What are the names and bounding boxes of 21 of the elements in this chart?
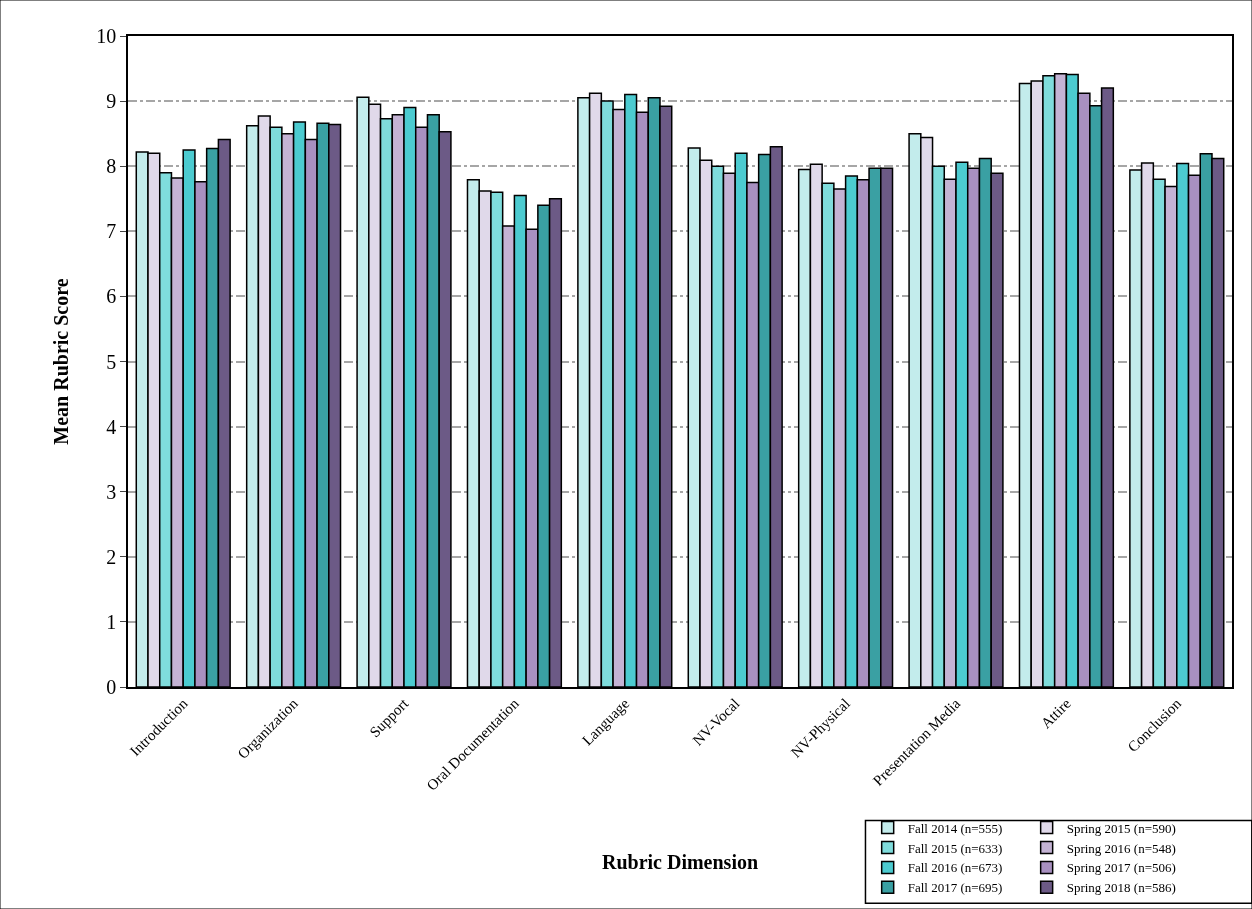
legend-label: Fall 2015 (n=633) <box>907 840 1003 856</box>
legend-label: Fall 2014 (n=555) <box>907 820 1003 836</box>
legend-label: Spring 2017 (n=506) <box>1066 860 1176 876</box>
legend-label: Spring 2015 (n=590) <box>1066 820 1176 836</box>
y-tick-label: 3 <box>106 480 117 503</box>
y-tick-label: 6 <box>106 285 117 308</box>
legend-label: Spring 2018 (n=586) <box>1066 880 1176 896</box>
legend-label: Fall 2017 (n=695) <box>907 880 1003 896</box>
legend-label: Fall 2016 (n=673) <box>907 860 1003 876</box>
y-tick-label: 4 <box>106 415 117 438</box>
y-tick-label: 0 <box>106 676 117 698</box>
y-tick-label: 7 <box>106 220 117 243</box>
y-tick-label: 1 <box>106 610 117 633</box>
y-tick-label: 8 <box>106 155 117 178</box>
y-tick-label: 2 <box>106 545 117 568</box>
y-axis-title: Mean Rubric Score <box>50 278 73 445</box>
y-tick-label: 5 <box>106 350 117 373</box>
y-tick-label: 9 <box>106 90 117 113</box>
y-tick-label: 10 <box>96 25 117 47</box>
x-axis-title: Rubric Dimension <box>601 850 759 873</box>
legend-label: Spring 2016 (n=548) <box>1066 840 1176 856</box>
